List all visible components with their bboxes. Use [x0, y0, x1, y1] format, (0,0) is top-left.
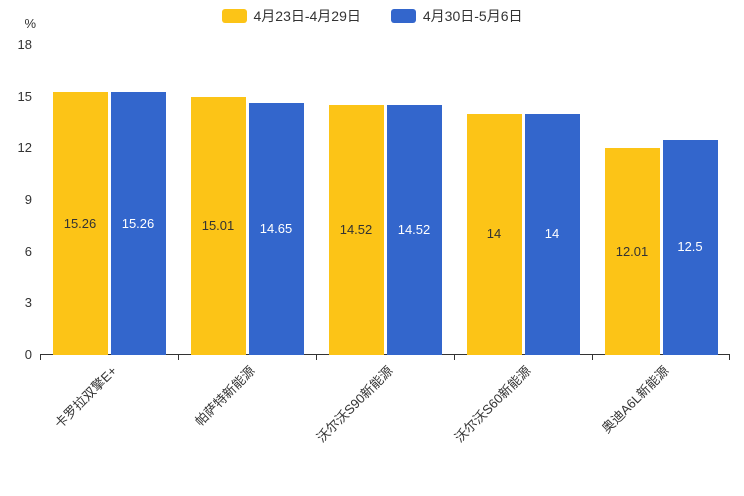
y-axis-tick-label: 18: [17, 37, 32, 52]
y-axis-tick-label: 6: [24, 243, 32, 259]
bar-value-label: 15.01: [201, 217, 235, 233]
x-axis-category-label: 奥迪A6L新能源: [598, 363, 672, 437]
bar: [524, 113, 580, 355]
x-axis-tick-mark: [454, 355, 455, 360]
bar-value-label: 12.5: [677, 239, 703, 255]
bar: [190, 96, 246, 355]
x-axis-tick-mark: [316, 355, 317, 360]
x-axis-category-label: 沃尔沃S60新能源: [451, 363, 534, 446]
x-axis-category-label: 沃尔沃S90新能源: [313, 363, 396, 446]
x-axis-tick-mark: [40, 355, 41, 360]
bar: [662, 139, 718, 355]
bar: [328, 104, 384, 355]
bar: [386, 104, 442, 355]
y-axis-unit-label: %: [24, 16, 36, 31]
plot-area: 15.26 15.26 卡罗拉双擎E+ 15.01 14.65 帕萨特新能源 14.52 14…: [40, 45, 730, 445]
y-axis-tick-label: 0: [24, 347, 32, 362]
bar: [248, 102, 304, 355]
y-axis: 0 3 6 9 12 15 18: [0, 37, 32, 362]
legend-swatch-icon: [221, 9, 247, 23]
bar: [466, 113, 522, 355]
y-axis-tick-label: 9: [24, 192, 32, 207]
bar-value-label: 12.01: [615, 243, 649, 259]
bar-value-label: 14.52: [397, 221, 431, 237]
legend-label: 4月23日-4月29日: [253, 8, 361, 24]
x-axis-line: [40, 354, 730, 355]
x-axis-tick-mark: [592, 355, 593, 360]
bar-value-label: 14: [544, 226, 560, 242]
x-axis-category-label: 帕萨特新能源: [191, 363, 258, 429]
bar: [110, 92, 166, 355]
bar: [52, 92, 108, 355]
legend-item[interactable]: 4月30日-5月6日: [390, 8, 523, 24]
x-axis-category-label: 卡罗拉双擎E+: [51, 363, 120, 432]
y-axis-tick-label: 15: [17, 88, 32, 104]
y-axis-tick-label: 3: [24, 295, 32, 311]
bar-value-label: 14.52: [339, 221, 373, 237]
bar: [604, 148, 660, 355]
bar-value-label: 15.26: [63, 215, 97, 231]
bar-value-label: 14.65: [259, 220, 293, 236]
x-axis-tick-mark: [729, 355, 730, 360]
legend-swatch-icon: [390, 9, 416, 23]
y-axis-tick-label: 12: [17, 140, 32, 156]
bar-value-label: 14: [486, 226, 502, 242]
x-axis-tick-mark: [178, 355, 179, 360]
legend-item[interactable]: 4月23日-4月29日: [221, 8, 361, 24]
legend: 4月23日-4月29日 4月30日-5月6日: [0, 9, 744, 23]
legend-label: 4月30日-5月6日: [422, 8, 523, 24]
bar-value-label: 15.26: [121, 215, 155, 231]
